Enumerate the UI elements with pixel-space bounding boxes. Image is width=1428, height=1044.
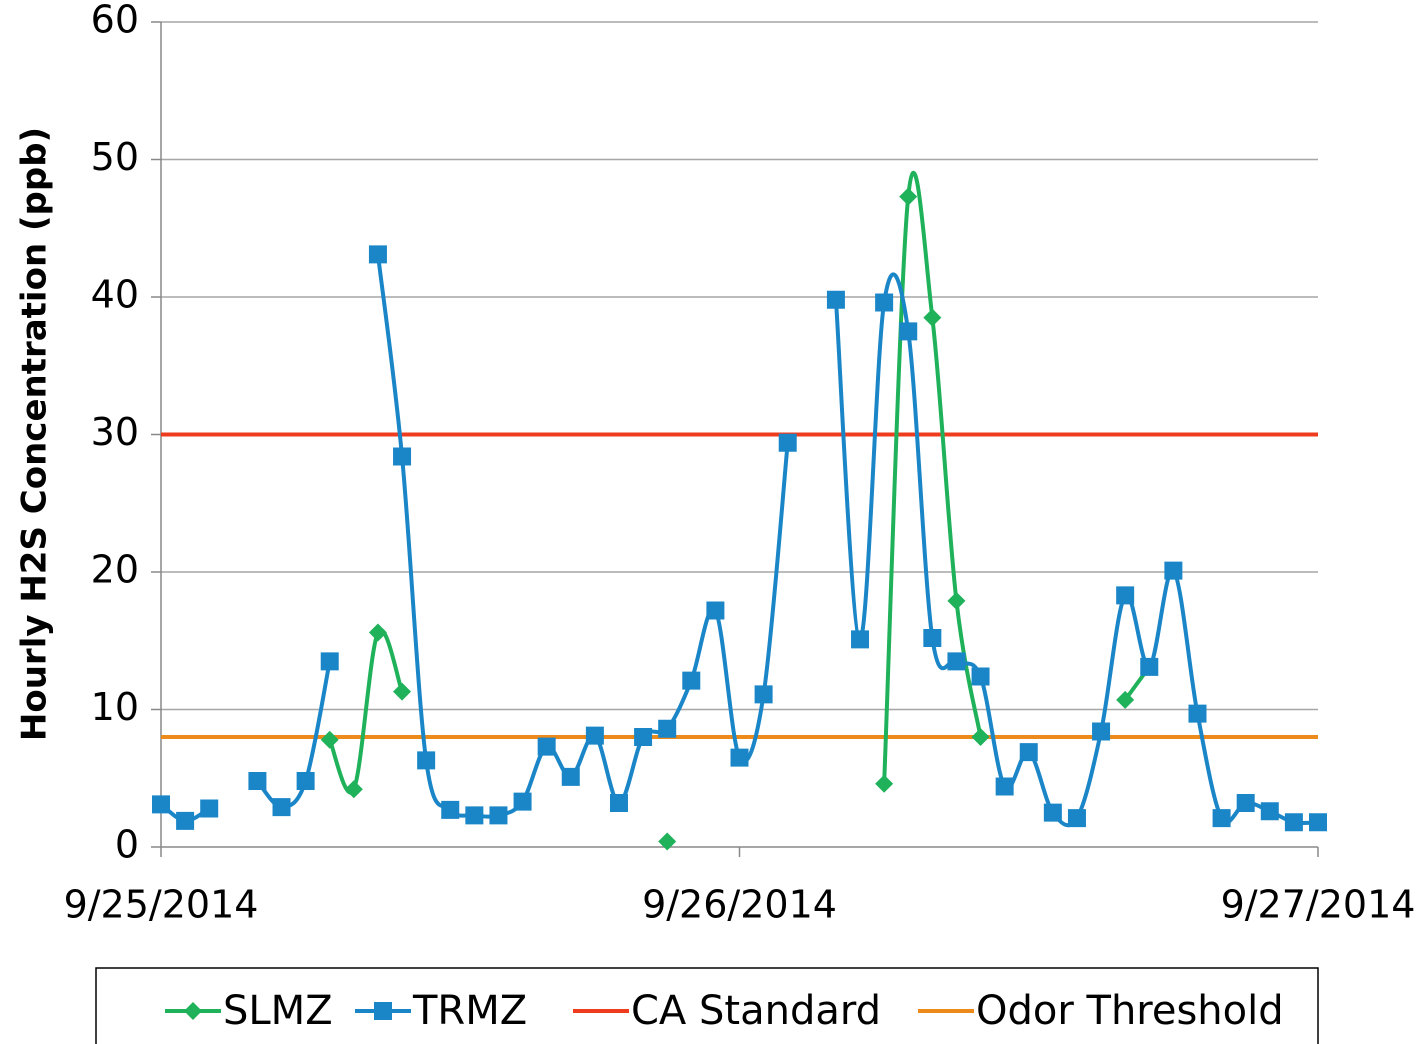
legend-label: SLMZ [223, 988, 333, 1034]
data-point [1116, 690, 1135, 709]
data-point [682, 671, 701, 690]
data-point [730, 748, 749, 767]
data-point [176, 811, 195, 830]
data-point [1236, 794, 1255, 812]
legend-box [95, 967, 1319, 1044]
data-point [296, 772, 315, 790]
data-point [947, 591, 966, 610]
legend-label: CA Standard [631, 988, 881, 1034]
data-point [393, 682, 412, 701]
data-point [658, 719, 677, 738]
data-point [561, 767, 580, 786]
data-point [1019, 743, 1038, 762]
data-point [899, 322, 918, 341]
data-point [248, 772, 267, 790]
y-tick-label: 50 [91, 135, 139, 179]
data-point [706, 601, 725, 620]
data-point [1260, 802, 1279, 821]
data-point [923, 629, 942, 647]
data-point [609, 794, 628, 812]
legend-label: Odor Threshold [976, 988, 1284, 1034]
data-point [320, 730, 339, 749]
data-point [1164, 561, 1183, 580]
data-point [995, 777, 1014, 796]
data-point [368, 623, 387, 642]
data-point [658, 832, 677, 851]
y-axis-label: Hourly H2S Concentration (ppb) [15, 127, 55, 741]
legend-marker [184, 1002, 202, 1020]
data-point [441, 800, 460, 819]
data-point [537, 737, 556, 756]
data-point [1043, 803, 1062, 822]
legend-marker [374, 1002, 392, 1020]
data-point [368, 245, 387, 264]
data-point [1140, 657, 1159, 676]
legend-label: TRMZ [412, 988, 527, 1034]
y-tick-label: 10 [91, 685, 139, 729]
data-point [1188, 704, 1207, 723]
data-point [778, 433, 797, 452]
x-tick-label: 9/25/2014 [64, 883, 259, 927]
data-point [899, 187, 918, 206]
y-tick-label: 40 [91, 273, 139, 317]
data-point [851, 630, 870, 649]
y-tick-label: 20 [91, 548, 139, 592]
data-point [1284, 813, 1303, 832]
data-point [971, 728, 990, 746]
x-tick-label: 9/26/2014 [642, 883, 837, 927]
data-point [1212, 809, 1231, 828]
data-point [754, 685, 773, 704]
data-point [320, 652, 339, 671]
data-point [634, 728, 653, 746]
data-point [826, 290, 845, 309]
data-point [152, 795, 170, 814]
data-point [393, 447, 412, 466]
series-line [327, 170, 1151, 795]
data-point [200, 799, 219, 818]
data-point [489, 806, 508, 825]
data-point [272, 798, 291, 817]
data-point [947, 652, 966, 671]
y-tick-label: 30 [91, 410, 139, 454]
data-point [875, 774, 894, 793]
y-tick-label: 0 [115, 823, 139, 867]
data-point [1309, 813, 1327, 832]
data-point [971, 667, 990, 686]
data-point [923, 308, 942, 327]
data-point [585, 726, 604, 745]
data-point [344, 780, 363, 799]
data-point [513, 792, 532, 811]
x-tick-label: 9/27/2014 [1221, 883, 1416, 927]
data-point [875, 293, 894, 312]
data-point [1092, 722, 1111, 741]
y-tick-label: 60 [91, 0, 139, 42]
data-point [1067, 809, 1086, 828]
data-point [417, 751, 436, 770]
data-point [465, 806, 484, 825]
data-point [1116, 586, 1135, 605]
